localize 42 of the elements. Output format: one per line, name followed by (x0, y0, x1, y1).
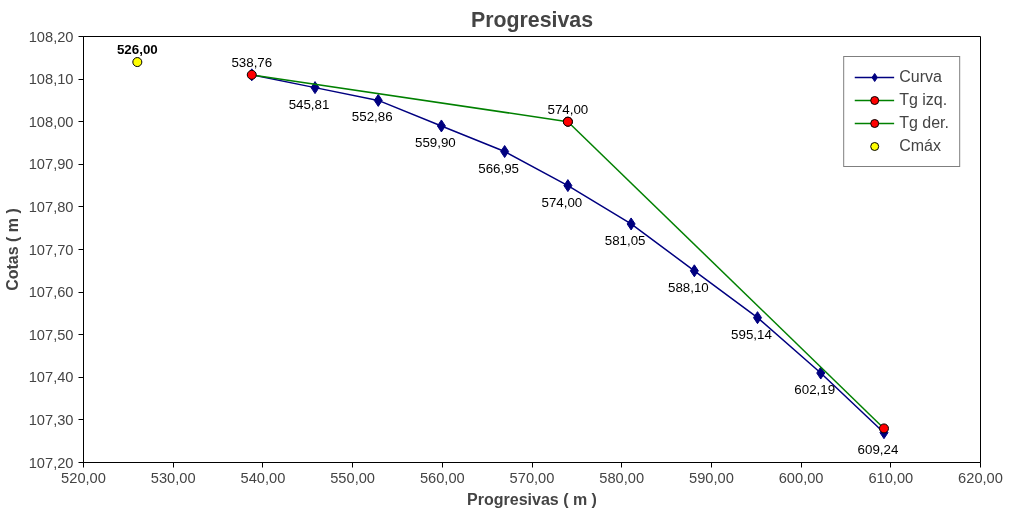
y-tick-label: 107,40 (28, 369, 74, 386)
x-tick-label: 600,00 (778, 469, 824, 486)
y-tick-label: 108,10 (28, 71, 74, 88)
annotation: 552,86 (351, 109, 393, 125)
legend-label: Curva (899, 68, 942, 86)
annotation: 545,81 (288, 96, 330, 112)
y-axis-title: Cotas ( m ) (3, 208, 21, 291)
x-tick-label: 540,00 (240, 469, 286, 486)
y-tick-label: 107,50 (28, 326, 74, 343)
x-tick-label: 530,00 (150, 469, 196, 486)
y-tick-label: 107,80 (28, 198, 74, 215)
x-tick-label: 520,00 (61, 469, 106, 486)
legend-label: Tg izq. (899, 91, 948, 109)
annotation: 602,19 (794, 382, 836, 398)
y-tick-label: 107,30 (28, 411, 74, 428)
x-axis-title: Progresivas ( m ) (467, 490, 597, 508)
y-tick-label: 108,00 (28, 113, 74, 130)
y-tick-label: 107,20 (28, 454, 74, 471)
y-tick-label: 108,20 (28, 28, 74, 45)
x-tick-label: 560,00 (419, 469, 465, 486)
x-tick-label: 580,00 (599, 469, 645, 486)
annotation: 581,05 (604, 232, 646, 248)
y-tick-label: 107,90 (28, 156, 74, 173)
annotation: 588,10 (667, 279, 709, 295)
annotation: 574,00 (541, 194, 583, 210)
annotation: 566,95 (478, 160, 520, 176)
annotation: 559,90 (415, 134, 456, 150)
legend-label: Tg der. (899, 114, 949, 132)
x-tick-label: 550,00 (330, 469, 376, 486)
annotation: 574,00 (547, 101, 589, 117)
annotation: 538,76 (231, 54, 273, 70)
x-tick-label: 570,00 (509, 469, 555, 486)
y-tick-label: 107,60 (28, 284, 74, 301)
annotation: 609,24 (857, 441, 899, 457)
x-tick-label: 620,00 (958, 469, 1003, 486)
annotation: 595,14 (731, 326, 773, 342)
annotation: 526,00 (116, 42, 158, 58)
x-tick-label: 590,00 (688, 469, 734, 486)
chart-title: Progresivas (470, 7, 594, 32)
y-tick-label: 107,70 (28, 241, 74, 258)
x-tick-label: 610,00 (868, 469, 914, 486)
legend-label: Cmáx (899, 137, 941, 155)
